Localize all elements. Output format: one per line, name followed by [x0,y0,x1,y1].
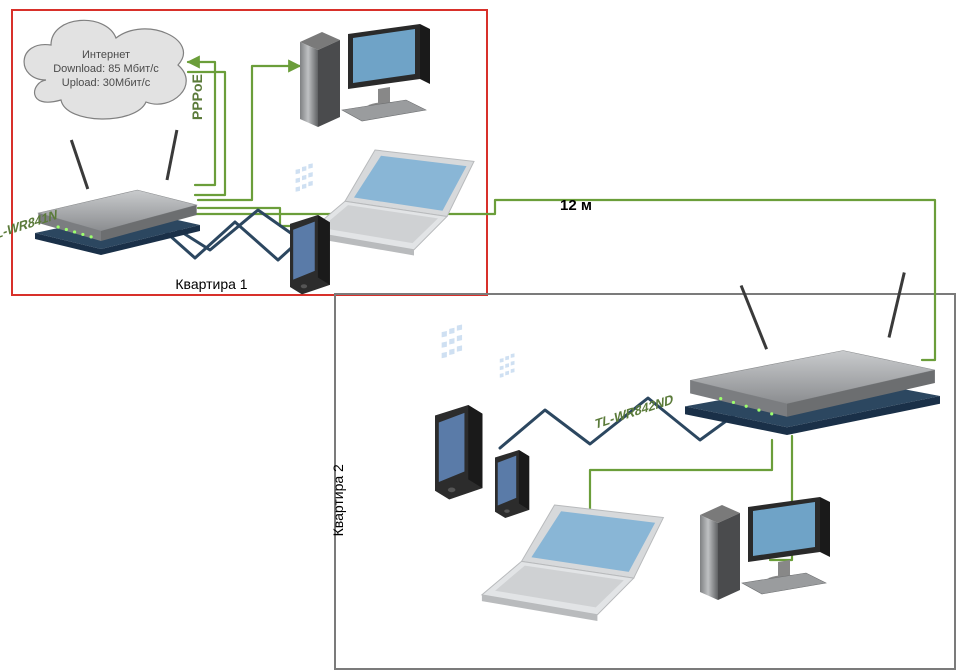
region-apartment-2: Квартира 2 [330,294,955,669]
smartphone-2b [495,353,529,518]
wired-links [188,62,935,560]
region2-label: Квартира 2 [330,464,346,536]
wire-router1-pc1 [198,66,300,200]
cloud-text-line: Download: 85 Мбит/с [53,63,159,75]
router-1: TL-WR841N [0,130,200,255]
router-2-label: TL-WR842ND [595,391,674,432]
pppoe-label: PPPoE [189,74,205,120]
cloud-text-line: Upload: 30Мбит/с [62,77,151,89]
router-2: TL-WR842ND [595,273,940,436]
smartphone-2a [435,324,483,499]
desktop-pc-2 [700,497,830,600]
laptop-1 [309,150,474,255]
link-distance-label: 12 м [560,197,592,214]
smartphone-1 [290,163,330,294]
region1-label: Квартира 1 [175,276,247,292]
laptop-2 [482,505,664,621]
cloud-internet: Интернет Download: 85 Мбит/с Upload: 30Мби… [24,20,186,119]
cloud-text-line: Интернет [82,49,130,61]
desktop-pc-1 [300,24,430,127]
